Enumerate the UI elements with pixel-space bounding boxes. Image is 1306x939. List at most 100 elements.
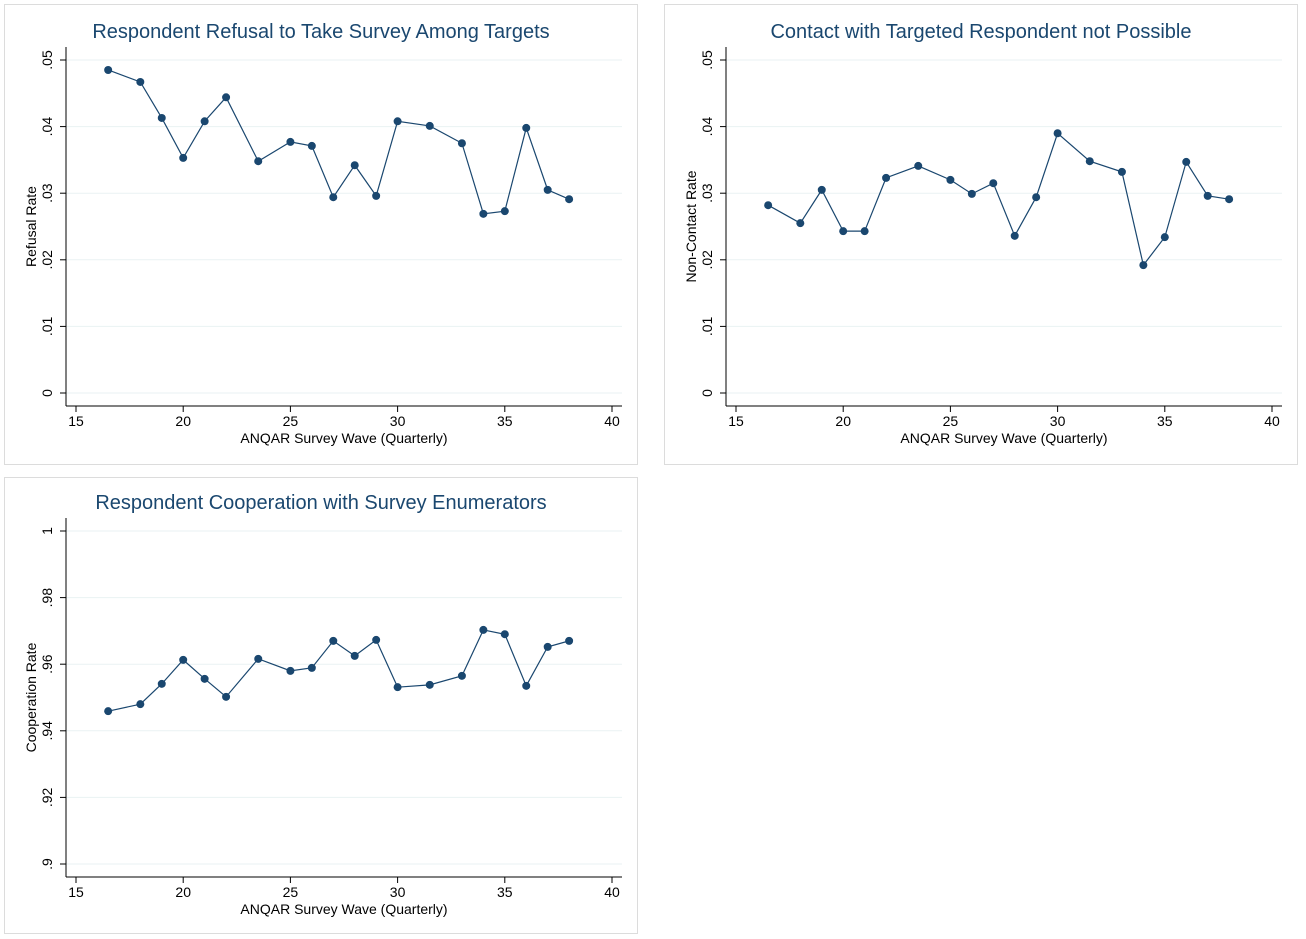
data-point	[104, 65, 113, 74]
data-point	[946, 175, 955, 184]
chart-title: Respondent Refusal to Take Survey Among …	[92, 21, 549, 43]
y-tick-label: .98	[39, 588, 55, 608]
data-point	[157, 679, 166, 688]
x-tick-label: 35	[1157, 413, 1173, 429]
panel: Contact with Targeted Respondent not Pos…	[664, 4, 1298, 465]
x-tick-label: 15	[68, 884, 84, 900]
data-point	[1117, 167, 1126, 176]
data-point	[307, 663, 316, 672]
data-point	[307, 141, 316, 150]
data-point	[179, 655, 188, 664]
y-tick-label: .94	[39, 721, 55, 741]
data-point	[329, 193, 338, 202]
data-point	[425, 680, 434, 689]
data-point	[1085, 157, 1094, 166]
y-tick-label: .96	[39, 654, 55, 674]
x-tick-label: 35	[497, 413, 513, 429]
data-point	[479, 625, 488, 634]
panel: Respondent Refusal to Take Survey Among …	[4, 4, 638, 465]
x-tick-label: 20	[175, 413, 191, 429]
data-point	[839, 227, 848, 236]
data-point	[1203, 191, 1212, 200]
data-point	[350, 161, 359, 170]
y-tick-label: .92	[39, 787, 55, 807]
data-point	[179, 153, 188, 162]
data-point	[104, 707, 113, 716]
data-point	[1160, 233, 1169, 242]
y-tick-label: 1	[39, 527, 55, 535]
y-tick-label: .01	[699, 316, 715, 336]
y-tick-label: 0	[699, 389, 715, 397]
x-tick-label: 30	[390, 884, 406, 900]
data-point	[882, 173, 891, 182]
data-point	[914, 161, 923, 170]
panel: Respondent Cooperation with Survey Enume…	[4, 477, 638, 934]
y-tick-label: .03	[699, 183, 715, 203]
data-point	[254, 654, 263, 663]
y-axis-label: Cooperation Rate	[23, 642, 39, 752]
x-axis-label: ANQAR Survey Wave (Quarterly)	[240, 901, 447, 917]
x-tick-label: 30	[390, 413, 406, 429]
data-point	[372, 191, 381, 200]
y-axis-label: Non-Contact Rate	[683, 170, 699, 282]
data-point	[457, 671, 466, 680]
y-tick-label: .05	[39, 50, 55, 70]
data-point	[286, 666, 295, 675]
x-tick-label: 20	[835, 413, 851, 429]
data-point	[350, 651, 359, 660]
data-point	[1139, 261, 1148, 270]
data-point	[329, 636, 338, 645]
data-point	[200, 674, 209, 683]
y-tick-label: .9	[39, 858, 55, 870]
panel-frame	[4, 4, 638, 465]
y-tick-label: .01	[39, 316, 55, 336]
data-point	[136, 700, 145, 709]
y-tick-label: .02	[39, 250, 55, 270]
data-point	[222, 93, 231, 102]
data-point	[286, 137, 295, 146]
data-point	[1053, 129, 1062, 138]
x-tick-label: 40	[604, 884, 620, 900]
data-point	[543, 642, 552, 651]
panel-frame	[664, 4, 1298, 465]
data-point	[796, 219, 805, 228]
data-point	[1010, 231, 1019, 240]
chart-title: Respondent Cooperation with Survey Enume…	[95, 492, 546, 514]
y-tick-label: .02	[699, 250, 715, 270]
data-point	[989, 179, 998, 188]
x-tick-label: 15	[68, 413, 84, 429]
data-point	[222, 692, 231, 701]
data-point	[522, 123, 531, 132]
data-point	[254, 157, 263, 166]
y-axis-label: Refusal Rate	[23, 186, 39, 267]
x-tick-label: 15	[728, 413, 744, 429]
data-point	[500, 630, 509, 639]
data-point	[565, 636, 574, 645]
data-point	[817, 185, 826, 194]
data-point	[136, 77, 145, 86]
data-point	[393, 683, 402, 692]
data-point	[1225, 195, 1234, 204]
data-point	[967, 189, 976, 198]
data-point	[457, 139, 466, 148]
data-point	[200, 117, 209, 126]
y-tick-label: .03	[39, 183, 55, 203]
y-tick-label: .05	[699, 50, 715, 70]
data-point	[565, 195, 574, 204]
data-point	[1182, 157, 1191, 166]
data-point	[479, 209, 488, 218]
data-point	[543, 185, 552, 194]
chart-title: Contact with Targeted Respondent not Pos…	[770, 21, 1191, 43]
y-tick-label: .04	[699, 117, 715, 137]
x-tick-label: 25	[283, 413, 299, 429]
data-point	[157, 113, 166, 122]
x-tick-label: 20	[175, 884, 191, 900]
x-tick-label: 40	[1264, 413, 1280, 429]
data-point	[522, 681, 531, 690]
panel-frame	[4, 477, 638, 934]
data-point	[1032, 193, 1041, 202]
x-tick-label: 25	[283, 884, 299, 900]
x-tick-label: 30	[1050, 413, 1066, 429]
